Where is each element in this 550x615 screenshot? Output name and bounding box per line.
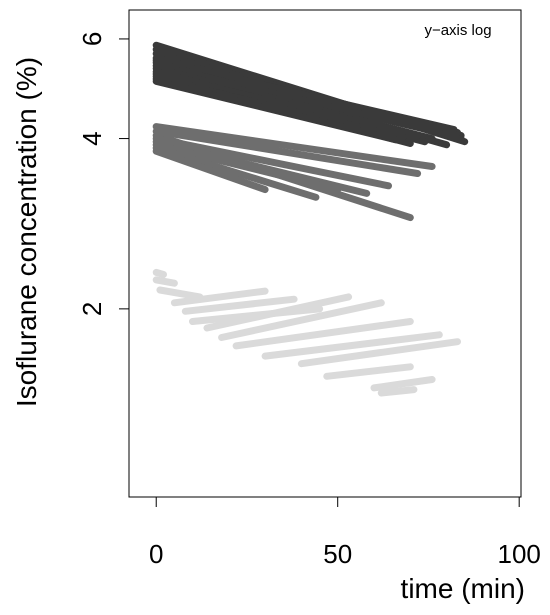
data-segment-group-2-1 (152, 123, 436, 170)
data-segment-group-1-13 (152, 77, 400, 144)
x-tick-label-50: 50 (323, 539, 352, 569)
y-axis-title: Isoflurane concentration (%) (11, 57, 42, 407)
x-tick-label-0: 0 (149, 539, 163, 569)
data-segment-group-3-8 (218, 299, 385, 341)
data-segment-group-3-11 (297, 338, 461, 368)
x-axis-title: time (min) (401, 573, 525, 604)
data-layer (152, 41, 469, 397)
data-segment-group-3-10 (261, 331, 443, 360)
y-tick-label-2: 2 (77, 302, 107, 316)
data-segment-group-3-14 (377, 386, 418, 397)
data-segment-group-3-7 (203, 293, 353, 332)
data-segment-group-2-6 (152, 141, 342, 194)
data-segment-group-1-7 (152, 62, 443, 136)
data-segment-group-2-4 (152, 135, 392, 190)
data-segment-group-3-2 (152, 276, 178, 287)
plot-frame (128, 9, 522, 498)
data-segment-group-2-2 (152, 127, 422, 177)
data-segment-group-3-9 (232, 318, 414, 350)
data-segment-group-3-3 (156, 286, 204, 301)
data-segment-group-3-4 (170, 287, 269, 307)
data-segment-group-1-5 (152, 56, 458, 133)
data-segment-group-1-10 (152, 70, 422, 139)
data-segment-group-3-13 (370, 376, 436, 392)
y-tick-label-4: 4 (77, 131, 107, 145)
y-tick-label-6: 6 (77, 32, 107, 46)
axis-layer: 0 50 100 2 4 6 (77, 32, 541, 569)
log-axis-note: y−axis log (424, 22, 491, 39)
data-segment-group-3-12 (323, 363, 414, 380)
data-segment-group-3-1 (152, 268, 167, 278)
data-segment-group-2-8 (152, 147, 269, 194)
data-segment-group-2-7 (152, 144, 320, 201)
x-tick-label-100: 100 (497, 539, 540, 569)
data-segment-group-3-5 (181, 295, 298, 315)
